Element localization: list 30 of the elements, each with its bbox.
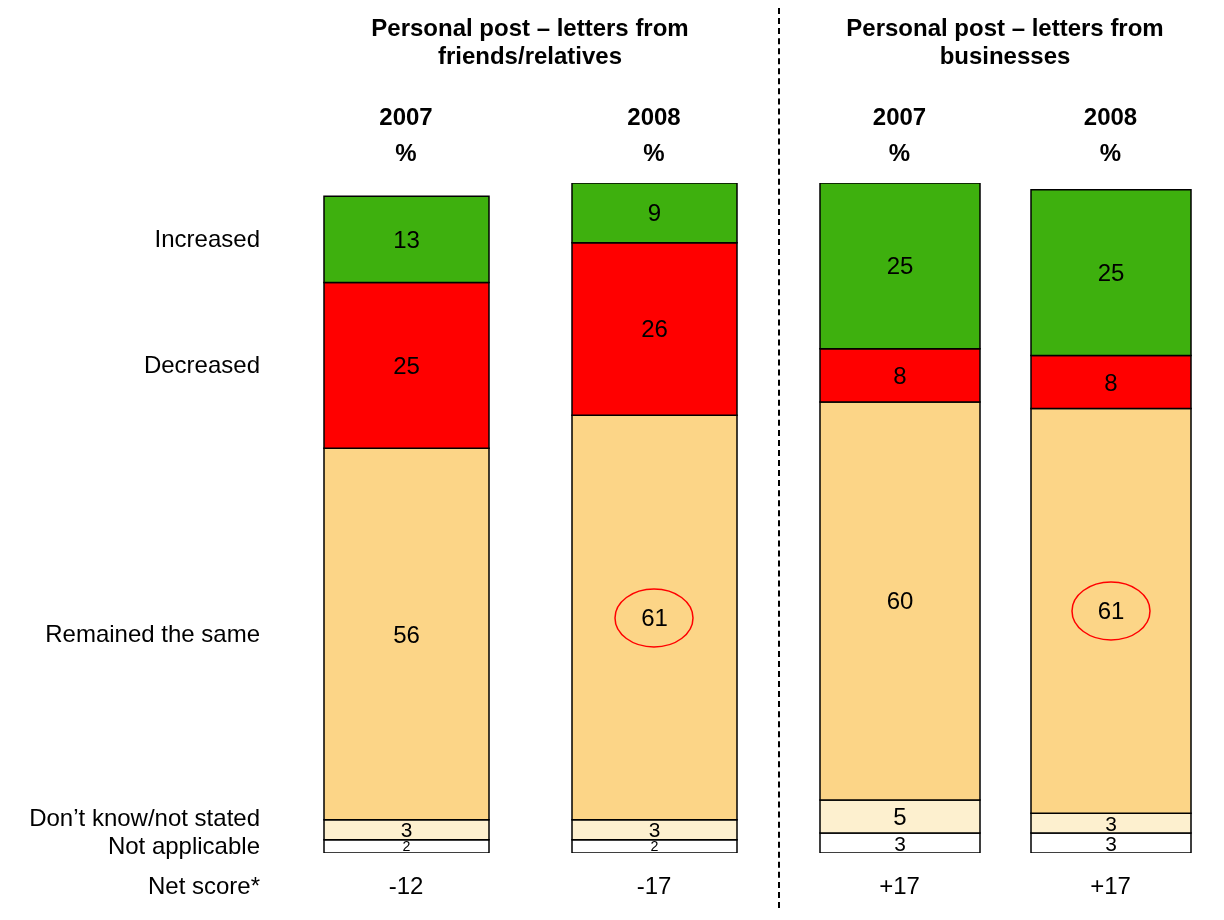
x-tick-label: 2007 % <box>872 103 927 166</box>
text: +17 <box>1089 872 1132 900</box>
data-label: 3 <box>894 831 906 855</box>
text: Remained the same <box>45 620 260 649</box>
x-tick-label: 2008 % <box>627 103 681 166</box>
data-label: 8 <box>1104 368 1118 396</box>
data-label: 60 <box>886 587 914 615</box>
data-label: 26 <box>641 315 668 343</box>
text: -12 <box>387 872 425 900</box>
data-label: 61 <box>641 604 668 631</box>
data-label: 8 <box>893 361 907 389</box>
data-label: 25 <box>886 252 914 280</box>
data-label: 25 <box>393 351 420 379</box>
chart-title: Personal post – letters from businesses <box>845 14 1165 70</box>
text: Net score* <box>147 872 260 900</box>
text: Not applicable <box>107 832 260 861</box>
x-tick-label: 2008 % <box>1083 103 1138 166</box>
text: Increased <box>154 225 260 254</box>
x-tick-label: 2007 % <box>379 103 433 166</box>
data-label: 25 <box>1097 259 1125 287</box>
data-label: 5 <box>893 803 907 831</box>
data-label: 9 <box>647 199 662 227</box>
chart-title: Personal post – letters from friends/relatives <box>370 14 690 70</box>
text: -17 <box>635 872 673 900</box>
data-label: 13 <box>393 225 420 253</box>
text: Decreased <box>143 351 260 380</box>
text: Don’t know/not stated <box>29 804 260 833</box>
data-label: 56 <box>393 620 420 648</box>
text: +17 <box>878 872 921 900</box>
data-label: 61 <box>1097 597 1125 625</box>
